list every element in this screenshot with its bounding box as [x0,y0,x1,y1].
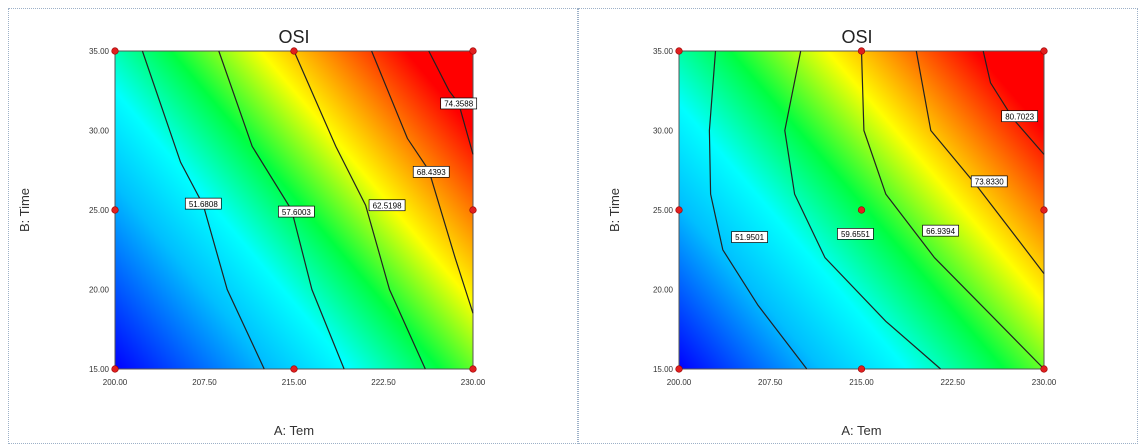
x-tick-label: 207.50 [758,378,783,387]
contour-label: 51.6808 [189,200,218,209]
contour-label-box [970,175,1008,188]
chart-panel-left: 51.6808 57.6003 62.5198 68.4393 74.3588 OSI 20… [8,8,578,444]
y-tick-label: 35.00 [89,47,110,56]
design-point [857,206,866,214]
y-tick-label: 25.00 [89,206,110,215]
contour-label: 62.5198 [373,201,402,210]
contour-label-box [412,165,450,178]
contour-line [860,50,1045,370]
y-tick-label: 20.00 [89,286,110,295]
y-axis-label: B: Time [607,188,622,232]
contour-label: 73.8330 [975,178,1004,187]
y-tick-label: 15.00 [653,365,674,374]
design-point [675,365,683,373]
chart-title: OSI [841,27,872,47]
contour-label-box [1001,110,1039,123]
x-tick-label: 215.00 [282,378,307,387]
chart-title: OSI [278,27,309,47]
x-tick-label: 230.00 [1032,378,1057,387]
design-point [857,365,866,373]
contour-line [982,50,1045,155]
x-tick-label: 200.00 [667,378,692,387]
contour-label-box [278,205,315,218]
contour-label: 59.6551 [841,230,870,239]
design-point [469,365,477,373]
x-tick-label: 200.00 [103,378,128,387]
y-tick-label: 15.00 [89,365,110,374]
contour-label: 57.6003 [282,208,311,217]
x-tick-label: 230.00 [461,378,486,387]
contour-label-box [440,97,478,110]
y-tick-label: 25.00 [653,206,674,215]
y-tick-label: 30.00 [653,127,674,136]
design-point [111,47,119,55]
contour-label: 68.4393 [417,168,446,177]
design-point [857,47,866,55]
contour-line [293,50,426,370]
contour-label-box [184,197,222,210]
contour-line [784,50,941,370]
contour-chart-right: 51.9501 59.6551 66.9394 73.8330 80.7023 OSI 20… [607,27,1057,438]
design-point [290,47,298,55]
contour-label: 66.9394 [926,227,955,236]
x-tick-label: 222.50 [941,378,966,387]
x-tick-label: 207.50 [192,378,217,387]
contour-label-box [922,224,959,237]
y-axis-label: B: Time [17,188,32,232]
design-point [675,206,683,214]
design-point [675,47,683,55]
contour-label: 74.3588 [444,100,473,109]
contour-line [708,50,808,370]
x-axis-label: A: Tem [274,423,314,438]
x-tick-label: 215.00 [849,378,874,387]
y-tick-label: 20.00 [653,286,674,295]
contour-line [428,50,474,155]
chart-panel-right: 51.9501 59.6551 66.9394 73.8330 80.7023 OSI 20… [578,8,1138,444]
design-point [1040,206,1048,214]
x-axis-label: A: Tem [841,423,881,438]
y-tick-label: 30.00 [89,127,110,136]
design-point [111,206,119,214]
design-point [1040,365,1048,373]
design-point [290,365,298,373]
contour-label: 51.9501 [735,233,764,242]
contour-label-box [731,231,768,243]
y-tick-label: 35.00 [653,47,674,56]
contour-label-box [368,199,406,212]
contour-label: 80.7023 [1005,112,1034,121]
contour-chart-left: 51.6808 57.6003 62.5198 68.4393 74.3588 OSI 20… [17,27,486,438]
design-point [469,47,477,55]
x-tick-label: 222.50 [371,378,396,387]
design-point [111,365,119,373]
design-point [1040,47,1048,55]
contour-label-box [837,228,874,240]
design-point [469,206,477,214]
